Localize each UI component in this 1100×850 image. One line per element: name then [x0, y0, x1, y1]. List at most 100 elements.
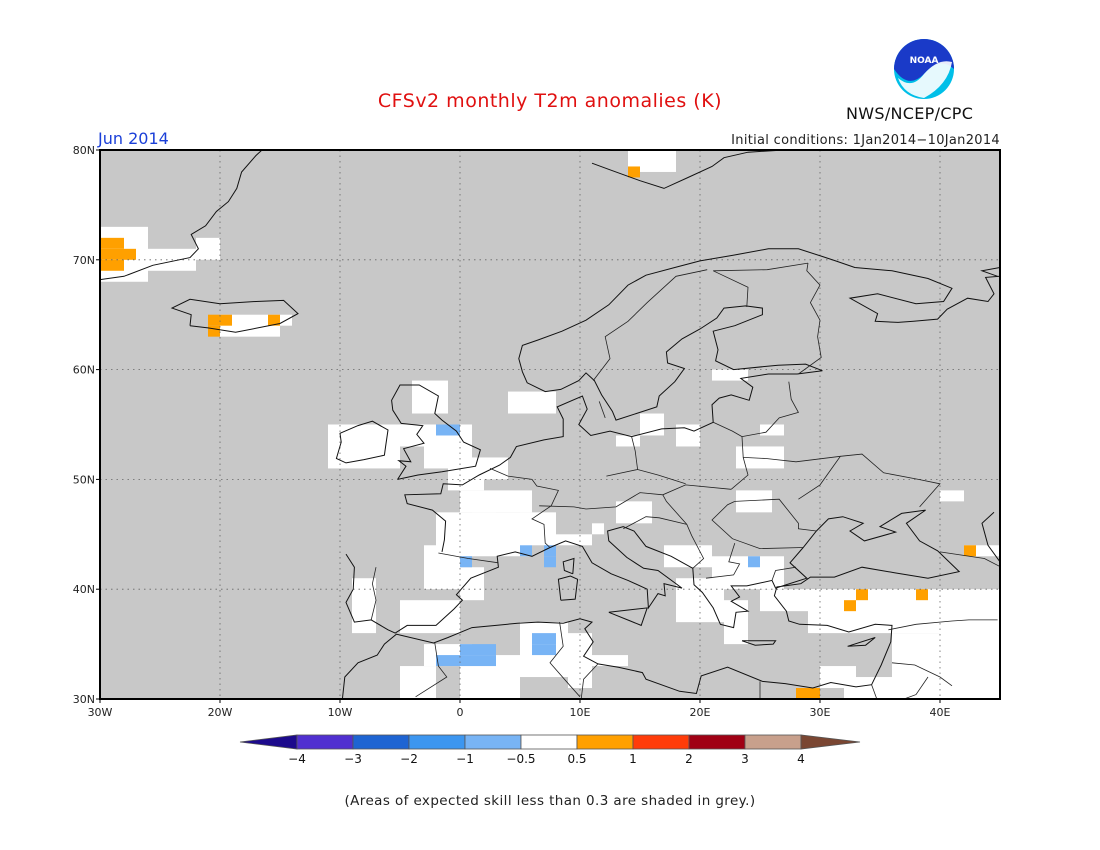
anomaly-cell — [628, 166, 640, 178]
noaa-logo-gull — [898, 61, 952, 98]
no-skill-mask-cell — [820, 666, 856, 689]
anomaly-cell — [112, 248, 124, 260]
lon-tick-label: 20W — [208, 706, 233, 719]
no-skill-mask-cell — [412, 380, 448, 414]
chart-title: CFSv2 monthly T2m anomalies (K) — [377, 90, 723, 112]
anomaly-cell — [916, 589, 928, 601]
anomaly-cell — [268, 314, 280, 326]
anomaly-cell — [532, 633, 544, 645]
no-skill-mask-cell — [520, 512, 556, 546]
lon-tick-label: 30W — [88, 706, 113, 719]
anomaly-cell — [436, 424, 448, 436]
lat-tick-label: 40N — [73, 583, 95, 596]
caspian-coastline — [981, 511, 1000, 563]
no-skill-mask-cell — [616, 501, 652, 524]
noaa-logo-upper — [894, 39, 954, 81]
country-border — [939, 551, 1000, 567]
no-skill-mask-cell — [400, 424, 424, 447]
anomaly-cell — [460, 556, 472, 568]
country-border — [734, 498, 817, 532]
anomaly-cell — [100, 237, 112, 249]
colorbar-bin — [744, 734, 802, 750]
colorbar-lower-extension — [239, 734, 298, 750]
no-skill-mask-cell — [592, 523, 604, 535]
anomaly-cell — [448, 655, 460, 667]
no-skill-mask-cell — [940, 490, 964, 502]
country-border — [713, 262, 809, 308]
country-border — [598, 401, 606, 419]
lon-tick-label: 10E — [570, 706, 591, 719]
country-border — [743, 455, 841, 463]
no-skill-mask-cell — [400, 600, 460, 634]
initial-conditions-label: Initial conditions: 1Jan2014−10Jan2014 — [731, 133, 1000, 148]
country-border — [713, 421, 749, 490]
country-border — [771, 566, 797, 581]
ireland-coastline — [335, 420, 389, 464]
no-skill-mask-cell — [736, 446, 784, 469]
no-skill-mask-cell — [736, 490, 772, 513]
country-border — [489, 468, 559, 548]
anomaly-cell — [112, 259, 124, 271]
anomaly-cell — [844, 600, 856, 612]
no-skill-mask-cell — [448, 457, 484, 491]
anomaly-cell — [460, 644, 472, 656]
country-border — [631, 436, 638, 470]
anomaly-cell — [472, 655, 484, 667]
no-skill-mask-cell — [352, 578, 376, 634]
anomaly-cell — [544, 545, 556, 557]
no-skill-mask-cell — [196, 237, 220, 260]
agency-label: NWS/NCEP/CPC — [846, 104, 974, 123]
anomaly-cell — [208, 314, 220, 326]
anomaly-cell — [460, 655, 472, 667]
lat-tick-label: 80N — [73, 144, 95, 157]
corsica-coastline — [562, 557, 575, 575]
map-layer — [100, 150, 1000, 699]
novaya-zemlya-coastline — [980, 267, 1000, 277]
country-border — [662, 494, 705, 569]
colorbar-bin — [576, 734, 634, 750]
anomaly-cell — [100, 259, 112, 271]
iceland-coastline — [170, 298, 299, 333]
lat-tick-label: 50N — [73, 473, 95, 486]
no-skill-mask-cell — [328, 424, 400, 469]
no-skill-mask-cell — [640, 413, 664, 436]
colorbar-bin — [688, 734, 746, 750]
no-skill-mask-cell — [940, 611, 1000, 678]
no-skill-mask-cell — [460, 490, 532, 513]
svalbard-coastline — [591, 150, 785, 189]
country-border — [798, 263, 822, 375]
noaa-logo: NOAA — [894, 39, 954, 99]
crete-coastline — [741, 640, 777, 646]
country-border — [592, 269, 708, 381]
cyprus-coastline — [847, 637, 876, 647]
colorbar-bin — [408, 734, 466, 750]
no-skill-mask-cell — [712, 369, 748, 381]
colorbar-bin — [464, 734, 522, 750]
lat-tick-label: 70N — [73, 254, 95, 267]
colorbar-label: 2 — [685, 752, 693, 766]
country-border — [888, 619, 998, 631]
country-border — [623, 516, 687, 530]
lat-tick-label: 60N — [73, 364, 95, 377]
anomaly-cell — [448, 424, 460, 436]
country-border — [871, 684, 878, 699]
colorbar-label: 1 — [629, 752, 637, 766]
no-skill-mask-cell — [472, 512, 496, 524]
anomaly-cell — [220, 314, 232, 326]
no-skill-mask-cell — [676, 424, 700, 447]
colorbar-label: −1 — [456, 752, 474, 766]
no-skill-mask-cell — [592, 655, 628, 667]
anomaly-cell — [520, 545, 532, 557]
anomaly-cell — [484, 644, 496, 656]
country-border — [370, 567, 377, 620]
country-border — [606, 469, 686, 485]
country-border — [415, 642, 448, 698]
country-border — [798, 453, 941, 508]
no-skill-mask-cell — [844, 677, 904, 699]
anomaly-cell — [484, 655, 496, 667]
colorbar-bin — [352, 734, 410, 750]
lon-tick-label: 40E — [930, 706, 951, 719]
country-border — [539, 484, 732, 510]
country-border — [903, 676, 929, 699]
